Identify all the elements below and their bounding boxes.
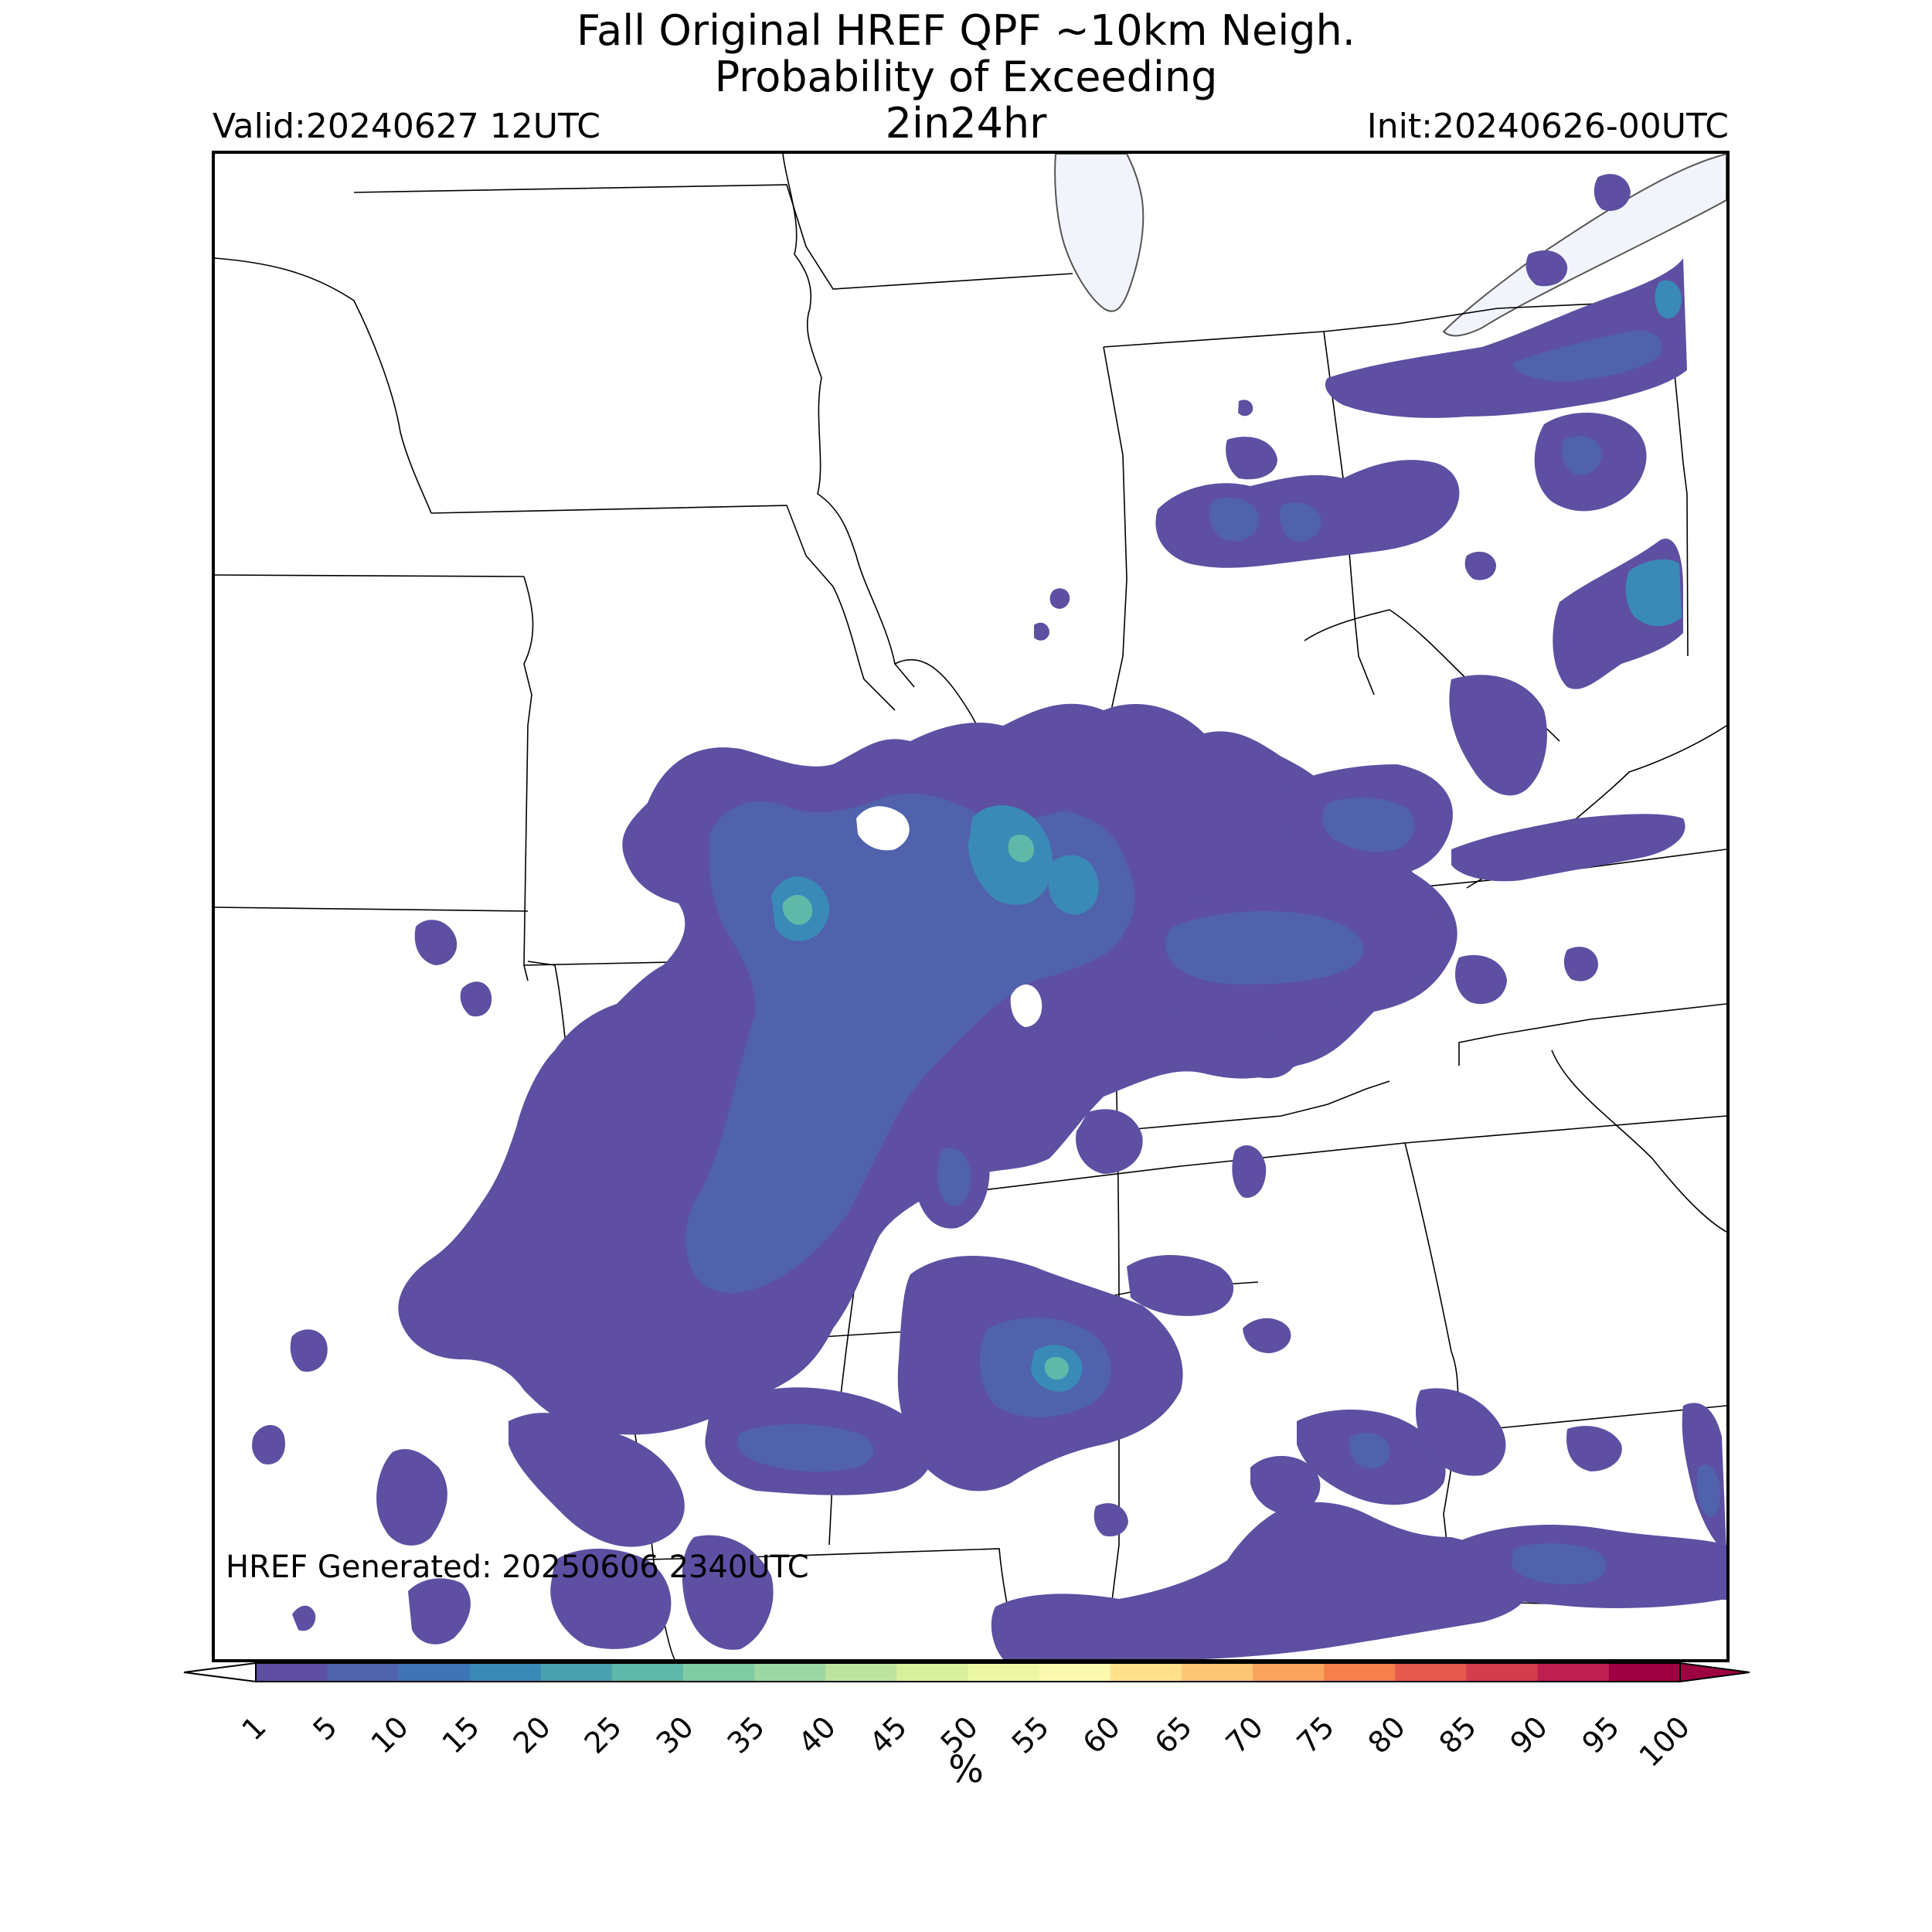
lake-michigan xyxy=(1054,154,1145,312)
colorbar-extend-high xyxy=(1679,1662,1750,1683)
colorbar-segment xyxy=(1395,1663,1468,1682)
rain-area xyxy=(414,920,457,965)
rain-area xyxy=(1512,1543,1607,1585)
rain-area xyxy=(1238,400,1253,417)
rain-area xyxy=(290,1329,328,1372)
colorbar-segment xyxy=(611,1663,684,1682)
rain-area xyxy=(1451,814,1685,882)
rain-area xyxy=(1464,551,1496,580)
rain-area xyxy=(1449,675,1547,796)
colorbar-segment xyxy=(1608,1663,1681,1682)
rain-area xyxy=(1044,1356,1069,1380)
rain-area xyxy=(1049,588,1070,609)
rain-area xyxy=(736,1423,874,1472)
colorbar-segment xyxy=(968,1663,1040,1682)
rain-area xyxy=(1655,280,1682,319)
colorbar-segment xyxy=(825,1663,897,1682)
rain-area xyxy=(1455,954,1507,1005)
map-gap xyxy=(856,806,910,851)
probability-fields xyxy=(252,174,1726,1659)
rain-area xyxy=(1563,947,1598,981)
rain-area xyxy=(1566,1426,1622,1471)
colorbar-segment xyxy=(1039,1663,1111,1682)
colorbar-extend-low xyxy=(183,1662,257,1683)
rain-area xyxy=(1513,331,1662,382)
rain-area xyxy=(292,1605,316,1631)
rain-area xyxy=(1076,1109,1143,1174)
colorbar-segment xyxy=(1537,1663,1610,1682)
rain-area xyxy=(1349,1433,1390,1469)
colorbar-segment xyxy=(469,1663,542,1682)
rain-area xyxy=(1416,1388,1506,1476)
rain-area xyxy=(376,1449,447,1546)
map-gap xyxy=(1010,985,1043,1027)
title-line-3: 2in24hr xyxy=(885,99,1047,148)
title-line-2: Probability of Exceeding xyxy=(714,53,1218,101)
colorbar-segment xyxy=(1181,1663,1253,1682)
rain-area xyxy=(550,1549,672,1649)
rain-area xyxy=(937,1148,971,1206)
colorbar-unit: % xyxy=(948,1748,984,1791)
probability-map xyxy=(215,154,1726,1659)
colorbar-segment xyxy=(1253,1663,1325,1682)
generated-stamp: HREF Generated: 20250606 2340UTC xyxy=(226,1549,809,1585)
colorbar-segment xyxy=(256,1663,328,1682)
rain-area xyxy=(1243,1318,1291,1353)
rain-area xyxy=(1008,834,1034,862)
colorbar-segment xyxy=(398,1663,470,1682)
map-panel xyxy=(212,151,1730,1662)
rain-area xyxy=(1127,1255,1234,1316)
colorbar-tick-label: 1 xyxy=(235,1709,273,1747)
title-line-1: Fall Original HREF QPF ~10km Neigh. xyxy=(577,6,1355,55)
colorbar-segment xyxy=(754,1663,826,1682)
rain-area xyxy=(1625,559,1682,627)
valid-time: Valid:20240627 12UTC xyxy=(213,107,601,146)
colorbar-segment xyxy=(327,1663,399,1682)
rain-area xyxy=(408,1578,471,1645)
great-lakes xyxy=(1054,154,1726,337)
rain-area xyxy=(1240,1032,1297,1079)
rain-area xyxy=(1526,250,1568,287)
rain-area xyxy=(1226,437,1277,480)
rain-area xyxy=(1034,622,1049,641)
rain-area xyxy=(1562,436,1603,475)
colorbar-outline xyxy=(255,1662,1681,1682)
rain-area xyxy=(682,1535,774,1650)
rain-area xyxy=(1049,855,1099,915)
rain-area xyxy=(1325,258,1687,418)
colorbar-segment xyxy=(1110,1663,1182,1682)
colorbar-segment xyxy=(682,1663,755,1682)
rain-area xyxy=(1165,911,1364,985)
rain-area xyxy=(1696,1464,1720,1517)
colorbar-tick-label: 5 xyxy=(306,1709,344,1747)
rain-area xyxy=(460,981,492,1017)
colorbar-segment xyxy=(1324,1663,1396,1682)
rain-area xyxy=(1322,798,1415,852)
init-time: Init:20240626-00UTC xyxy=(1366,107,1729,146)
rain-area xyxy=(1594,174,1631,211)
rain-area xyxy=(1209,498,1259,541)
rain-area xyxy=(509,1413,685,1547)
colorbar xyxy=(183,1662,1750,1683)
rain-area xyxy=(991,1502,1530,1659)
rain-area xyxy=(1232,1145,1267,1198)
rain-area xyxy=(1094,1503,1128,1537)
colorbar-segment xyxy=(896,1663,968,1682)
rain-area xyxy=(1250,1456,1321,1515)
colorbar-segment xyxy=(1466,1663,1539,1682)
colorbar-segment xyxy=(540,1663,613,1682)
rain-area xyxy=(782,894,813,925)
rain-area xyxy=(252,1425,285,1464)
rain-area xyxy=(1280,502,1321,542)
